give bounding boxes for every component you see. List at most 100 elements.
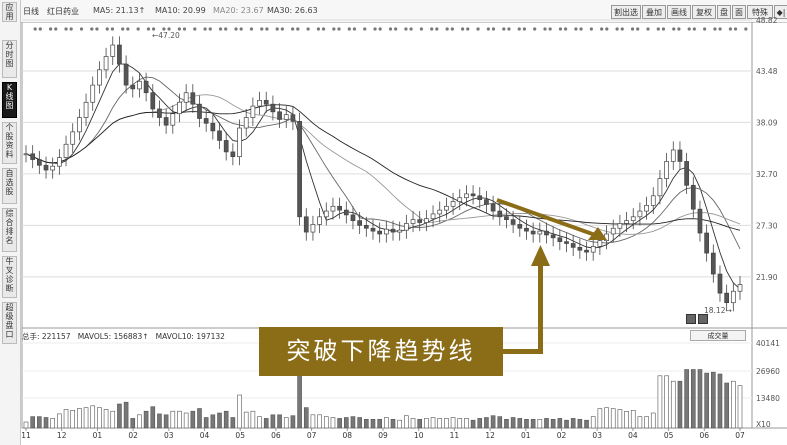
candle-body [197,103,202,119]
event-marker-dot [146,27,151,31]
volume-bar [23,421,29,429]
event-marker-dot [543,27,547,31]
volume-tick-label: 26960 [756,367,780,376]
candle-body [630,216,636,221]
candle-body [610,227,616,235]
draw-line-button[interactable]: 画线 [667,5,691,19]
candle-body [684,161,689,186]
candle-body [570,243,576,248]
nav-left-button[interactable]: ◆| [774,5,787,19]
mavol10-value: MAVOL10: 197132 [155,332,225,341]
volume-bar [197,408,202,429]
volume-bar [283,417,289,429]
event-marker-dot [110,27,114,31]
volume-bar [504,418,509,429]
candle-body [430,213,436,220]
candle-body [537,230,543,235]
volume-bar [123,401,129,429]
volume-bar [390,418,396,429]
volume-bar [590,416,596,429]
sidebar-tab-app[interactable]: 应用 [2,2,17,22]
volume-bar [637,416,643,429]
candlestick-series [23,36,743,312]
volume-bar [337,418,342,429]
indicator-select[interactable]: 成交量 [690,330,746,341]
special-button[interactable]: 特殊 [747,5,773,19]
candle-body [664,161,669,179]
volume-bar [103,409,109,429]
volume-bar [464,418,469,429]
event-marker-dot [713,27,717,31]
event-marker-dot [388,27,393,31]
candle-body [617,223,623,229]
event-marker-dot [316,27,320,31]
volume-bar [50,418,55,429]
volume-bar [130,418,136,429]
candle-body [530,230,536,235]
volume-bar [477,418,483,429]
face-button[interactable]: 面 [732,5,746,19]
period-label[interactable]: 日线 [23,7,39,16]
date-axis-label: 09 [378,431,388,440]
volume-bar [170,410,176,429]
price-tick-label: 38.09 [756,118,778,127]
volume-tick-label: X10 [756,420,771,429]
candle-body [490,204,496,212]
candle-body [310,224,316,233]
volume-bar [330,417,336,429]
candle-body [544,230,549,236]
event-marker-dot [239,27,243,31]
sidebar-tab-watchlist[interactable]: 自选股 [2,168,17,204]
volume-bar [137,414,142,429]
moving-average-lines [25,63,741,290]
candle-body [377,230,383,235]
event-marker-dot [126,27,130,31]
candle-body [450,201,456,207]
pointer-arrow-connector [501,349,543,354]
moving-average-line [25,63,741,290]
candle-body [370,227,376,232]
sidebar-tab-stock-info[interactable]: 个股资料 [2,122,17,164]
candle-body [517,224,523,229]
candle-body [557,237,563,242]
volume-bar [97,407,102,429]
volume-bar [357,417,362,429]
event-marker-dot [636,27,640,31]
candle-body [343,209,349,216]
zoom-out-icon[interactable] [698,314,708,324]
candle-body [584,249,589,253]
event-marker-dot [548,27,552,31]
candle-body [477,195,483,200]
quote-button[interactable]: 盘 [717,5,731,19]
zoom-in-icon[interactable] [686,314,696,324]
event-marker-dot [64,27,68,31]
date-axis-label: 03 [592,431,602,440]
date-axis-label: 04 [200,431,210,440]
date-axis-label: 03 [164,431,174,440]
volume-bar [597,408,603,429]
candle-body [350,214,356,221]
event-marker-dot [445,27,449,31]
adjust-button[interactable]: 复权 [692,5,716,19]
sidebar-tab-kline[interactable]: K线图 [2,82,17,118]
candle-body [257,100,262,107]
sidebar-tab-ranking[interactable]: 综合排名 [2,208,17,252]
candle-body [510,219,516,225]
ma10-value: MA10: 20.99 [155,6,206,15]
sidebar-tab-super-quote[interactable]: 超级盘口 [2,302,17,344]
volume-bar [230,417,236,429]
event-marker-dot [409,27,413,31]
volume-bar [43,417,49,429]
candle-body [444,205,449,211]
cut-select-button[interactable]: 割出选 [611,5,641,19]
sidebar-tab-intraday[interactable]: 分时图 [2,40,17,78]
volume-bar [517,418,523,429]
event-marker-dot [49,27,53,31]
volume-bar [684,369,689,429]
chart-header: 日线 红日药业 MA5: 21.13↑ MA10: 20.99 MA20: 23… [21,0,787,23]
event-marker-dot [574,27,578,31]
overlay-button[interactable]: 叠加 [642,5,666,19]
sidebar-tab-diagnosis[interactable]: 牛叉诊断 [2,256,17,298]
volume-bar [417,418,423,429]
event-marker-dot [718,27,722,31]
